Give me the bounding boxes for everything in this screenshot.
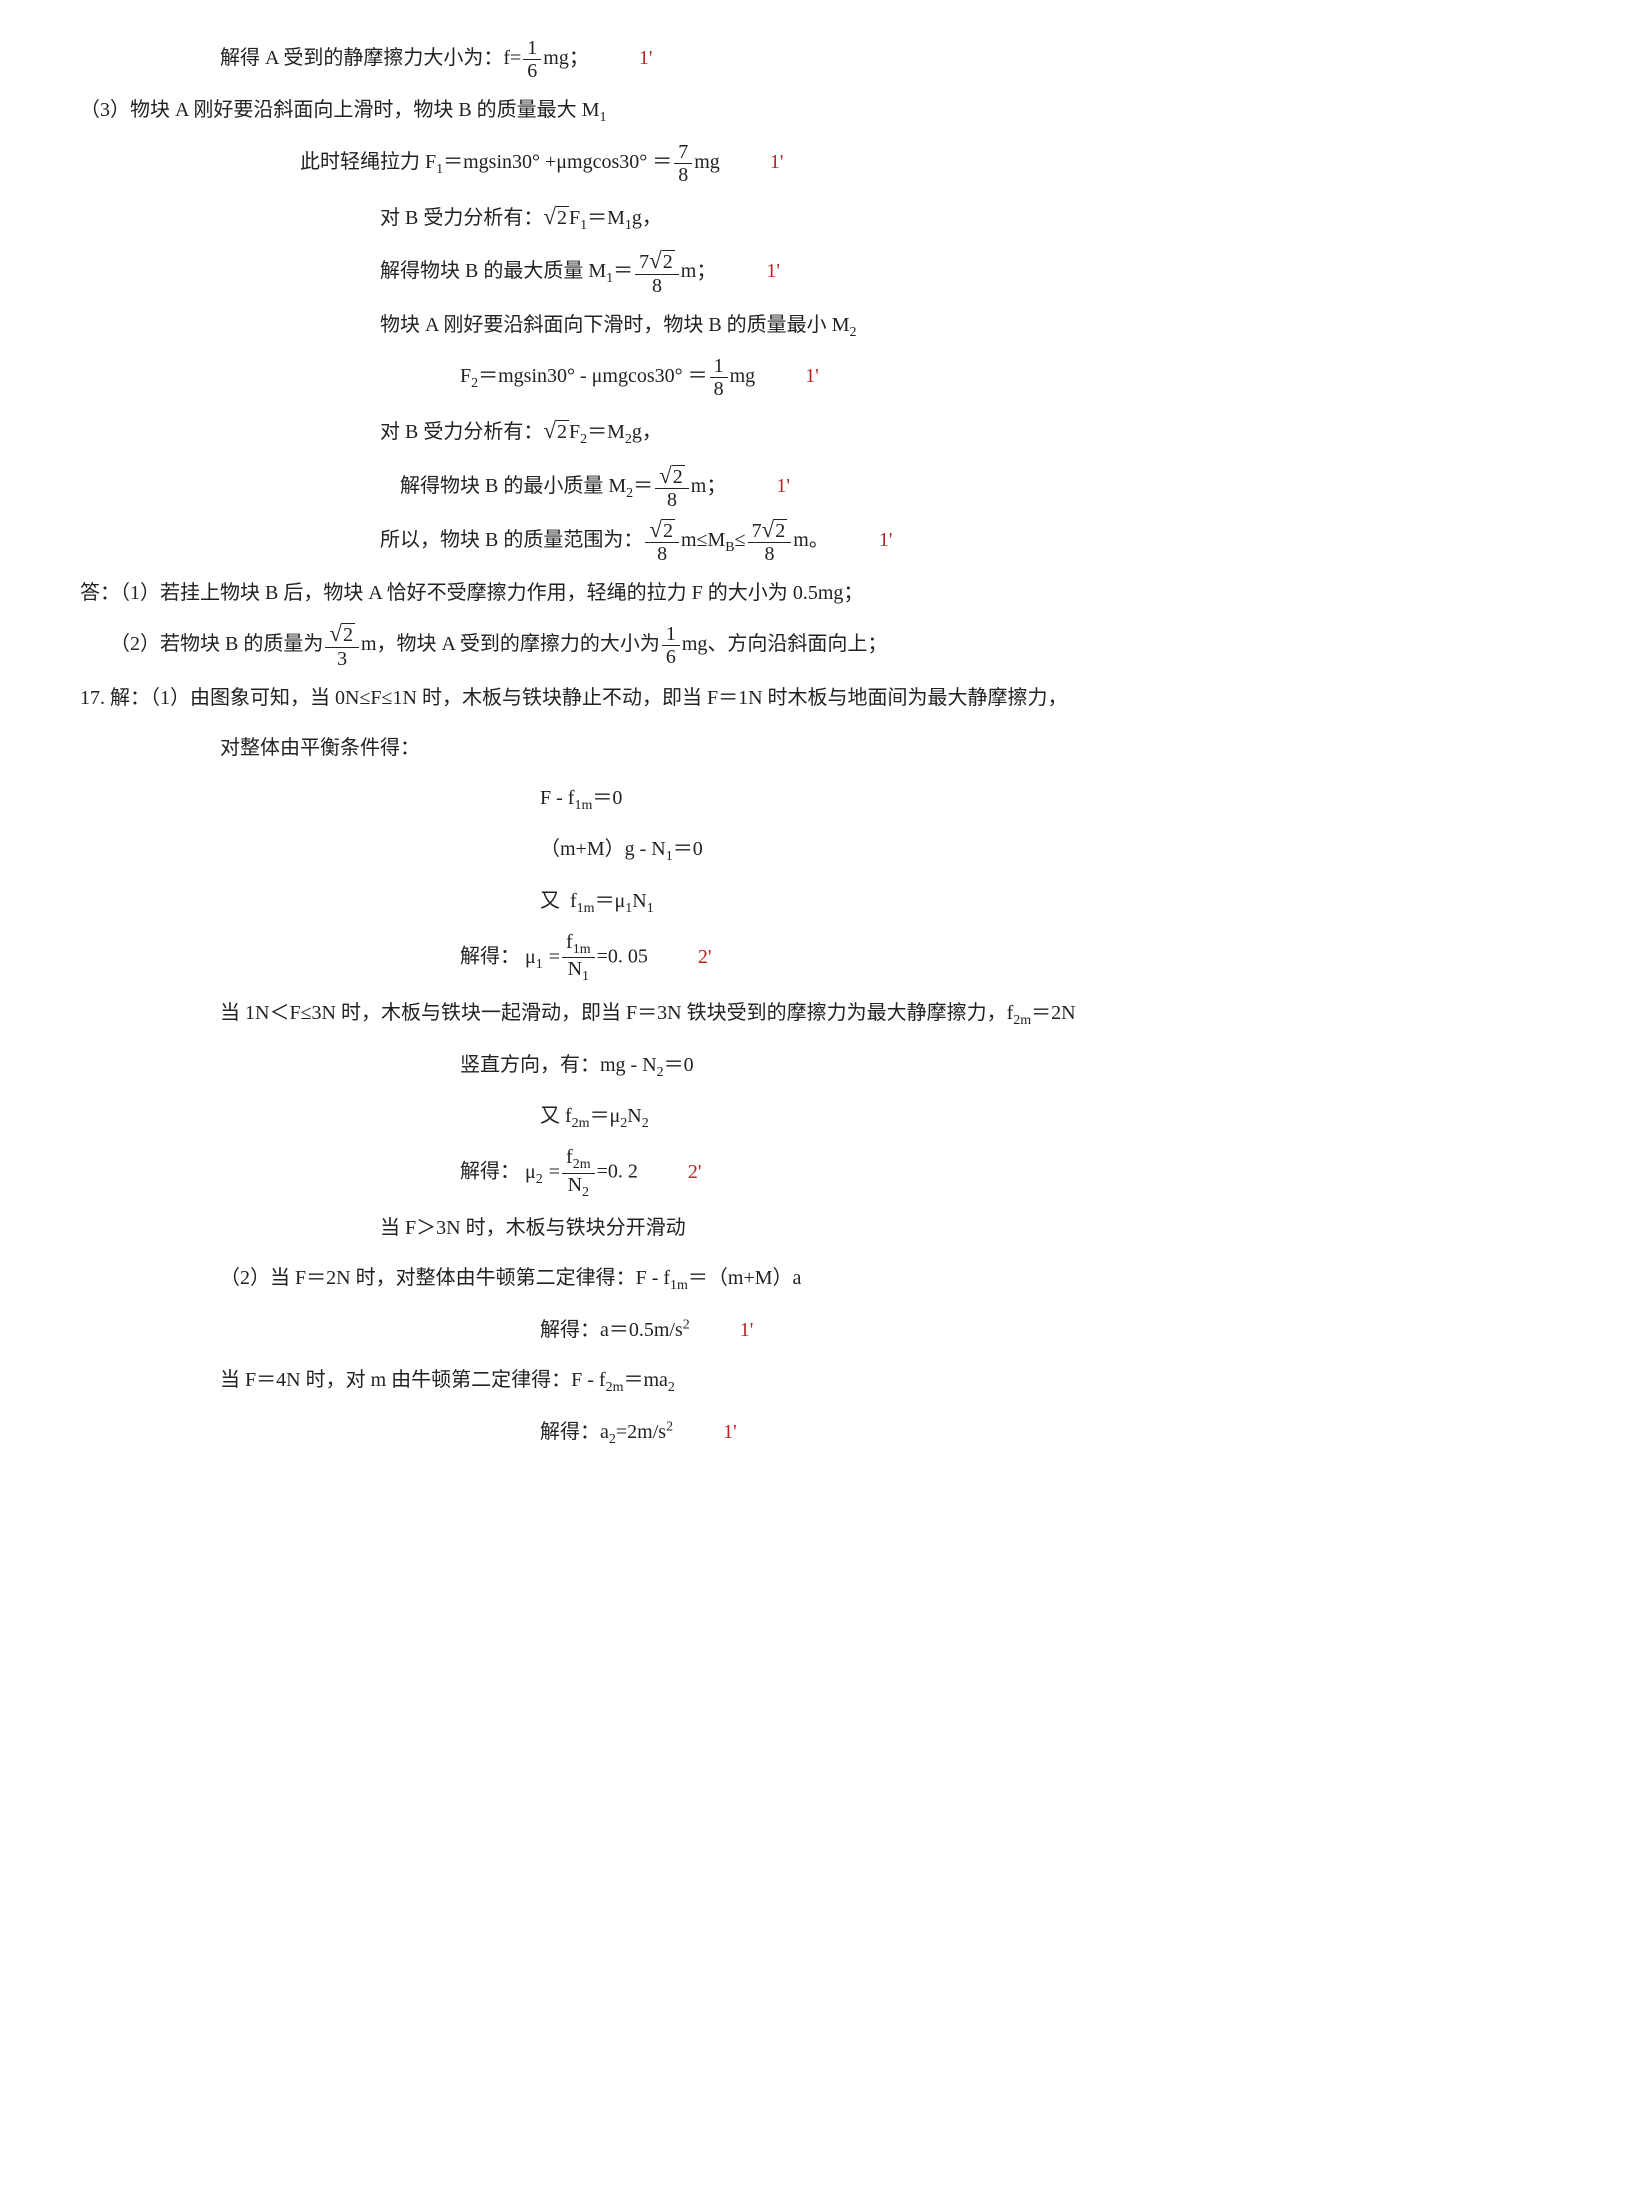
solution-line: 又 f1m＝μ1N1 — [80, 879, 1549, 925]
solution-line: （2）当 F＝2N 时，对整体由牛顿第二定律得：F - f1m＝（m+M）a — [80, 1256, 1549, 1302]
points-marker: 1' — [770, 151, 784, 173]
points-marker: 2' — [698, 946, 712, 968]
solution-line: 解得： μ2=f2mN2=0. 22' — [80, 1146, 1549, 1200]
solution-line: （3）物块 A 刚好要沿斜面向上滑时，物块 B 的质量最大 M1 — [80, 88, 1549, 134]
solution-line: 解得物块 B 的最大质量 M1＝728m；1' — [80, 248, 1549, 296]
solution-line: 竖直方向，有：mg - N2＝0 — [80, 1043, 1549, 1089]
points-marker: 2' — [688, 1161, 702, 1183]
solution-line: 17. 解：（1）由图象可知，当 0N≤F≤1N 时，木板与铁块静止不动，即当 … — [80, 676, 1549, 720]
solution-line: 当 F＝4N 时，对 m 由牛顿第二定律得：F - f2m＝ma2 — [80, 1358, 1549, 1404]
solution-line: 物块 A 刚好要沿斜面向下滑时，物块 B 的质量最小 M2 — [80, 303, 1549, 349]
solution-line: 答：（1）若挂上物块 B 后，物块 A 恰好不受摩擦力作用，轻绳的拉力 F 的大… — [80, 571, 1549, 615]
solution-line: 当 F＞3N 时，木板与铁块分开滑动 — [80, 1206, 1549, 1250]
solution-line: 所以，物块 B 的质量范围为：28m≤MB≤728m。1' — [80, 517, 1549, 565]
solution-line: 此时轻绳拉力 F1＝mgsin30° +μmgcos30° ＝78mg1' — [80, 140, 1549, 186]
points-marker: 1' — [723, 1421, 737, 1443]
solution-line: F2＝mgsin30° - μmgcos30° ＝18mg1' — [80, 354, 1549, 400]
points-marker: 1' — [766, 260, 780, 282]
solution-line: 解得： μ1=f1mN1=0. 052' — [80, 931, 1549, 985]
physics-solution-document: 解得 A 受到的静摩擦力大小为：f=16mg；1' （3）物块 A 刚好要沿斜面向… — [80, 36, 1549, 1455]
solution-line: 对 B 受力分析有：2F2＝M2g， — [80, 406, 1549, 457]
solution-line: 对 B 受力分析有：2F1＝M1g， — [80, 192, 1549, 243]
solution-line: 对整体由平衡条件得： — [80, 726, 1549, 770]
solution-line: 解得物块 B 的最小质量 M2＝28m；1' — [80, 463, 1549, 511]
points-marker: 1' — [740, 1319, 754, 1341]
points-marker: 1' — [879, 529, 893, 551]
solution-line: （2）若物块 B 的质量为23m，物块 A 受到的摩擦力的大小为16mg、方向沿… — [80, 621, 1549, 669]
solution-line: 解得 A 受到的静摩擦力大小为：f=16mg；1' — [80, 36, 1549, 82]
solution-line: 解得：a2=2m/s21' — [80, 1410, 1549, 1456]
solution-line: 当 1N＜F≤3N 时，木板与铁块一起滑动，即当 F＝3N 铁块受到的摩擦力为最… — [80, 991, 1549, 1037]
solution-line: （m+M）g - N1＝0 — [80, 827, 1549, 873]
points-marker: 1' — [639, 47, 653, 69]
solution-line: 又 f2m＝μ2N2 — [80, 1094, 1549, 1140]
solution-line: F - f1m＝0 — [80, 776, 1549, 822]
points-marker: 1' — [776, 475, 790, 497]
solution-line: 解得：a＝0.5m/s21' — [80, 1308, 1549, 1352]
points-marker: 1' — [805, 365, 819, 387]
